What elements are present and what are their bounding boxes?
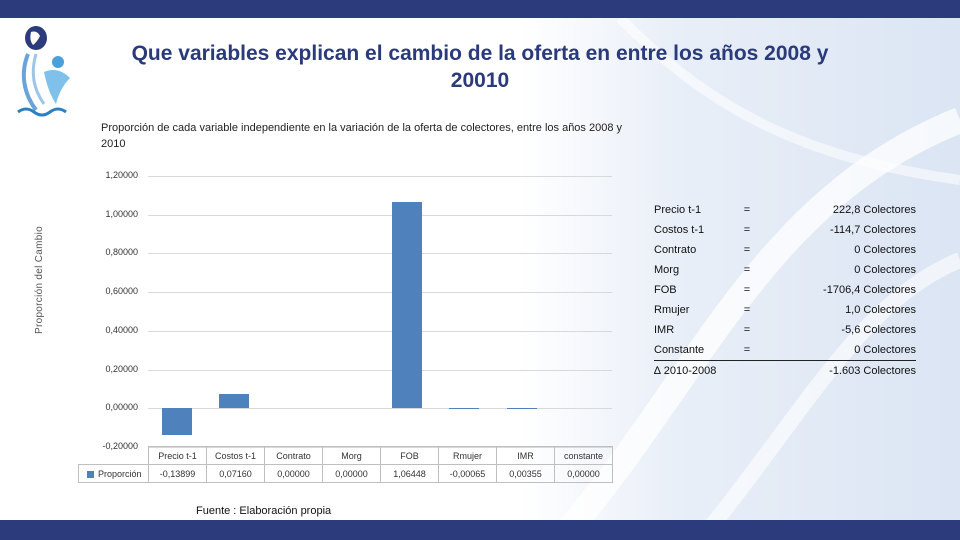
top-band <box>0 0 960 18</box>
decomposition-value: -1706,4 Colectores <box>823 284 916 296</box>
chart-data-table: Precio t-1 Costos t-1 Contrato Morg FOB Rmuje… <box>78 446 613 483</box>
decomposition-row: Precio t-1 = 222,8 Colectores <box>654 200 916 220</box>
data-value: 0,07160 <box>206 464 265 483</box>
background-gradient <box>520 18 960 520</box>
bar-imr <box>506 407 537 409</box>
data-table-values-row: Proporción -0,13899 0,07160 0,00000 0,00000… <box>78 464 613 483</box>
series-name: Proporción <box>98 468 142 479</box>
decomposition-row: Costos t-1 = -114,7 Colectores <box>654 220 916 240</box>
data-value: -0,13899 <box>148 464 207 483</box>
decomposition-value: 1,0 Colectores <box>845 304 916 316</box>
decomposition-row: FOB = -1706,4 Colectores <box>654 280 916 300</box>
decomposition-value: 0 Colectores <box>854 264 916 276</box>
decomposition-value: -114,7 Colectores <box>829 224 916 236</box>
gridline <box>148 330 612 332</box>
decomposition-total-row: ∆ 2010-2008 -1.603 Colectores <box>654 360 916 381</box>
gridline <box>148 176 612 177</box>
decomposition-value: 0 Colectores <box>854 344 916 356</box>
y-tick-label: 0,80000 <box>105 247 138 258</box>
decomposition-eq: = <box>743 304 751 316</box>
bottom-band <box>0 520 960 540</box>
y-axis-label: Proporción del Cambio <box>34 225 45 335</box>
decomposition-row: Morg = 0 Colectores <box>654 260 916 280</box>
decomposition-row: Rmujer = 1,0 Colectores <box>654 300 916 320</box>
decomposition-row: IMR = -5,6 Colectores <box>654 320 916 340</box>
decomposition-eq: = <box>743 244 751 256</box>
decomposition-row: Constante = 0 Colectores <box>654 340 916 361</box>
data-value: 0,00000 <box>264 464 323 483</box>
decomposition-value: -5,6 Colectores <box>841 324 916 336</box>
category-label: Precio t-1 <box>148 446 207 465</box>
bar-rmujer <box>449 408 480 410</box>
gridline <box>148 369 612 371</box>
y-tick-label: 0,00000 <box>105 402 138 413</box>
decomposition-eq: = <box>743 324 751 336</box>
decomposition-label: FOB <box>654 284 677 296</box>
decomposition-row: Contrato = 0 Colectores <box>654 240 916 260</box>
decomposition-eq: = <box>743 204 751 216</box>
decomposition-label: Contrato <box>654 244 697 256</box>
category-label: Costos t-1 <box>206 446 265 465</box>
category-label: Contrato <box>264 446 323 465</box>
category-label: Morg <box>322 446 381 465</box>
category-label: FOB <box>380 446 439 465</box>
decomposition-eq: = <box>743 344 751 356</box>
slide-title: Que variables explican el cambio de la o… <box>131 42 829 92</box>
total-label: ∆ 2010-2008 <box>654 360 738 381</box>
data-value: 0,00355 <box>496 464 555 483</box>
y-tick-label: -0,20000 <box>102 441 138 451</box>
gridline <box>148 292 612 294</box>
category-label: Rmujer <box>438 446 497 465</box>
bar-fob <box>391 202 422 409</box>
decomposition-label: Costos t-1 <box>654 224 705 236</box>
category-label: IMR <box>496 446 555 465</box>
gridline <box>148 214 612 216</box>
institution-logo-icon <box>17 26 70 117</box>
total-value: -1.603 Colectores <box>756 360 916 381</box>
legend-entry: Proporción <box>78 464 149 483</box>
y-tick-label: 1,20000 <box>105 170 138 180</box>
decomposition-label: Rmujer <box>654 304 690 316</box>
data-value: -0,00065 <box>438 464 497 483</box>
decomposition-eq: = <box>743 224 751 236</box>
y-tick-label: 0,60000 <box>105 286 138 297</box>
decomposition-label: IMR <box>654 324 675 336</box>
y-tick-label: 0,40000 <box>105 324 138 335</box>
data-value: 0,00000 <box>554 464 613 483</box>
decomposition-value: 222,8 Colectores <box>832 204 916 216</box>
decomposition-table: Precio t-1 = 222,8 Colectores Costos t-1 = -1… <box>654 200 916 381</box>
gridline <box>148 253 612 255</box>
decomposition-eq: = <box>743 264 751 276</box>
bar-costos-t-1 <box>219 394 250 409</box>
source-note: Fuente : Elaboración propia <box>196 505 332 517</box>
data-value: 0,00000 <box>322 464 381 483</box>
legend-swatch <box>87 470 94 478</box>
category-label: constante <box>554 446 613 465</box>
y-tick-label: 1,00000 <box>105 208 138 219</box>
decomposition-label: Morg <box>654 264 680 276</box>
decomposition-eq: = <box>743 284 751 296</box>
decomposition-value: 0 Colectores <box>854 244 916 256</box>
gridline <box>148 408 612 410</box>
decomposition-label: Precio t-1 <box>654 204 702 216</box>
y-tick-label: 0,20000 <box>105 363 138 374</box>
data-value: 1,06448 <box>380 464 439 483</box>
chart-title: Proporción de cada variable independient… <box>101 122 623 150</box>
data-table-header-row: Precio t-1 Costos t-1 Contrato Morg FOB Rmuje… <box>78 446 613 465</box>
decomposition-label: Constante <box>654 344 705 356</box>
bar-precio-t-1 <box>161 408 192 436</box>
